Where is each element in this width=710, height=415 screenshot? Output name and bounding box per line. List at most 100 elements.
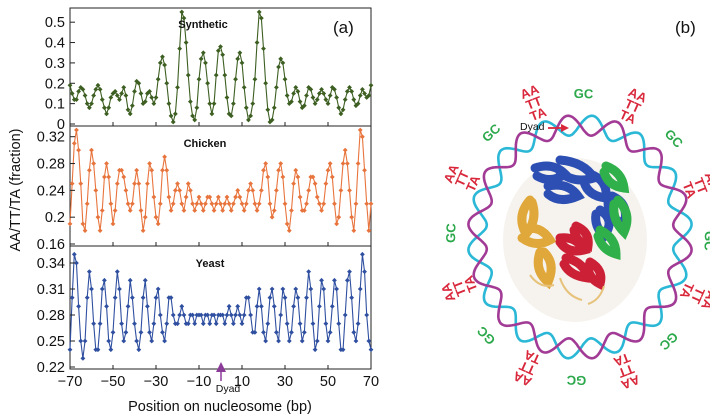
yeast-point <box>368 347 374 353</box>
synthetic-point <box>132 89 137 94</box>
sequence-label: GC <box>574 86 595 102</box>
chicken-point <box>151 194 157 200</box>
synthetic-point <box>368 82 374 88</box>
yeast-point <box>336 321 342 327</box>
x-tick-label: 50 <box>320 374 336 390</box>
synthetic-point <box>342 97 348 102</box>
synthetic-point <box>349 89 355 94</box>
panel-b-letter: (b) <box>675 18 696 37</box>
chicken-point <box>136 181 142 187</box>
chicken-point <box>258 187 264 193</box>
sequence-label-text: TA <box>521 347 543 368</box>
synthetic-point <box>317 91 322 96</box>
chicken-point <box>284 221 290 227</box>
synthetic-point <box>145 91 150 96</box>
synthetic-y-tick-label: 0.1 <box>45 97 65 113</box>
chicken-point <box>80 221 86 227</box>
synthetic-point <box>170 119 176 125</box>
chicken-point <box>256 201 262 207</box>
yeast-point <box>256 286 262 292</box>
yeast-point <box>168 295 174 301</box>
diagram-dyad-arrow-head <box>561 124 569 132</box>
synthetic-point <box>291 91 296 96</box>
synthetic-point <box>226 111 232 117</box>
synthetic-point <box>84 101 90 107</box>
chicken-point <box>194 201 200 207</box>
chicken-point <box>119 167 124 173</box>
dyad-marker: Dyad <box>216 362 240 395</box>
yeast-point <box>278 312 284 318</box>
yeast-point <box>364 312 370 318</box>
chicken-title: Chicken <box>184 138 227 150</box>
synthetic-point <box>329 84 335 90</box>
x-tick-label: −70 <box>58 374 83 390</box>
yeast-point <box>261 329 266 335</box>
synthetic-point <box>192 117 198 123</box>
synthetic-point <box>256 9 262 15</box>
chicken-point <box>69 181 75 187</box>
yeast-point <box>175 321 180 327</box>
yeast-point <box>276 338 281 344</box>
chicken-point <box>185 181 191 187</box>
synthetic-point <box>362 91 367 96</box>
yeast-point <box>317 303 322 309</box>
yeast-y-tick-label: 0.31 <box>37 282 65 298</box>
yeast-point <box>293 286 299 292</box>
synthetic-y-tick-label: 0.4 <box>45 36 65 52</box>
dna-superhelix <box>467 114 693 360</box>
yeast-point <box>181 312 187 318</box>
x-tick-label: −10 <box>187 374 212 390</box>
synthetic-point <box>360 86 365 92</box>
chicken-point <box>250 187 256 193</box>
chicken-point <box>179 201 185 207</box>
synthetic-point <box>261 46 266 52</box>
yeast-point <box>310 321 316 327</box>
chicken-point <box>222 201 228 207</box>
yeast-point <box>192 321 198 327</box>
chicken-point <box>76 147 81 153</box>
yeast-point <box>297 321 303 327</box>
synthetic-point <box>297 99 303 104</box>
yeast-point <box>282 295 288 301</box>
sequence-label: GC <box>479 120 504 145</box>
yeast-point <box>177 312 183 318</box>
yeast-point <box>284 321 290 327</box>
chicken-point <box>177 187 183 193</box>
yeast-point <box>252 329 258 335</box>
synthetic-point <box>147 89 152 94</box>
yeast-point <box>351 329 357 335</box>
synthetic-title: Synthetic <box>178 19 228 31</box>
synthetic-point <box>301 103 307 109</box>
yeast-point <box>263 338 269 344</box>
synthetic-point <box>114 93 120 98</box>
x-tick-label: −50 <box>101 374 126 390</box>
chicken-point <box>207 194 213 200</box>
chicken-point <box>192 208 198 213</box>
yeast-point <box>162 338 167 344</box>
yeast-point <box>308 286 314 292</box>
chicken-point <box>246 187 251 193</box>
yeast-point <box>347 269 352 275</box>
synthetic-point <box>254 40 260 45</box>
synthetic-point <box>357 93 363 98</box>
yeast-title: Yeast <box>196 258 225 270</box>
chicken-point <box>215 194 221 200</box>
chicken-point <box>218 201 223 207</box>
chicken-point <box>344 161 350 166</box>
chicken-point <box>317 201 322 207</box>
sequence-label-text: TT <box>622 96 643 116</box>
yeast-point <box>140 295 146 301</box>
chicken-point <box>233 194 238 200</box>
y-axis-title: AA/TT/TA (fraction) <box>8 128 24 251</box>
synthetic-point <box>102 105 107 111</box>
yeast-point <box>179 303 185 309</box>
histone-core-illustration <box>503 155 647 322</box>
chicken-point <box>368 201 374 207</box>
synthetic-point <box>325 101 331 107</box>
yeast-point <box>160 329 165 335</box>
yeast-series <box>67 251 374 361</box>
yeast-point <box>314 338 320 344</box>
yeast-point <box>108 347 114 353</box>
